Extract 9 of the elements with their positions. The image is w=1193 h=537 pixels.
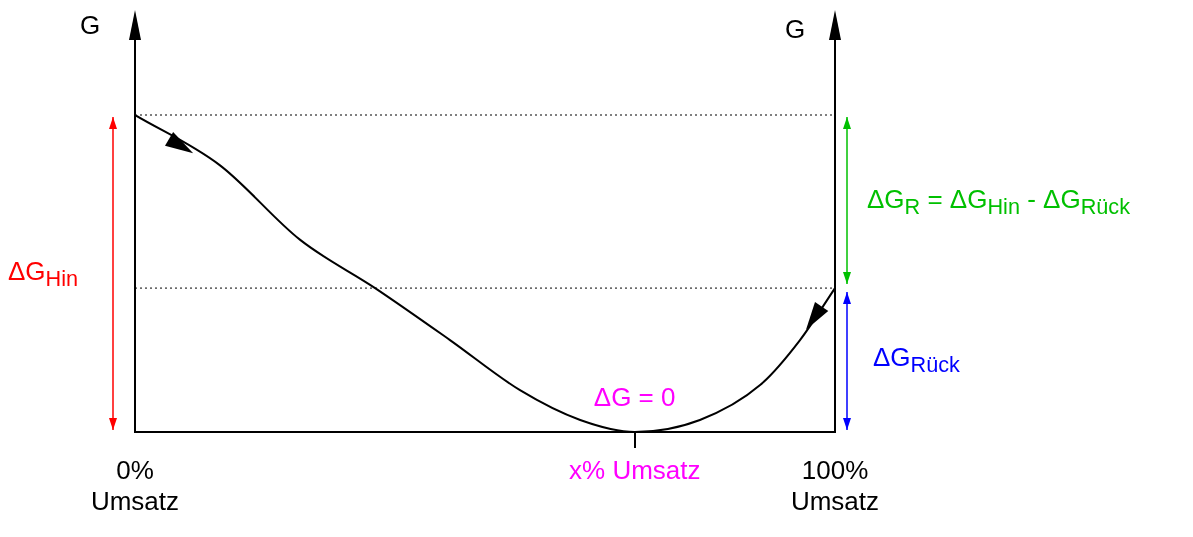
text: ΔG$_{Rück}$	[873, 342, 960, 378]
y-axis-title: G	[79, 10, 101, 41]
y2-axis-title: G	[784, 14, 806, 45]
text: ΔG$_{Hin}$	[8, 255, 79, 291]
x-tick-label: 0% Umsatz	[90, 454, 180, 516]
text: ΔG$_{R}$ = ΔG$_{Hin}$ - ΔG$_{Rück}$	[867, 183, 1131, 219]
annotation: ΔG = 0	[593, 382, 676, 412]
x-tick-label: 100% Umsatz	[790, 454, 880, 516]
x-tick-label: x% Umsatz	[569, 454, 701, 485]
